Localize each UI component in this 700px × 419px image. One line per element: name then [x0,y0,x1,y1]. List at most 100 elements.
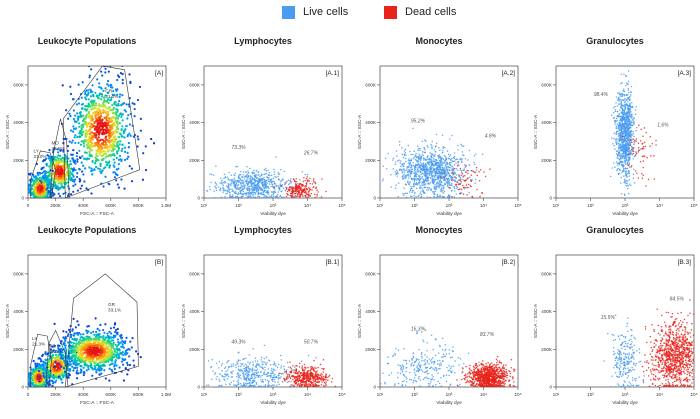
live-cell-point [230,184,232,186]
live-cell-point [441,167,443,169]
event-point [90,141,92,143]
live-cell-point [402,193,404,195]
live-cell-point [633,117,635,119]
event-point [67,157,69,159]
live-cell-point [620,116,622,118]
event-point [45,175,47,177]
live-cell-point [627,154,629,156]
event-point [99,170,101,172]
live-cell-point [451,185,453,187]
live-cell-point [440,173,442,175]
live-cell-point [449,181,451,183]
live-cell-point [453,170,455,172]
event-point [82,131,84,133]
event-point [95,62,97,64]
live-cell-point [225,193,227,195]
live-cell-point [420,187,422,189]
dead-cell-point [292,189,294,191]
live-cell-point [425,171,427,173]
live-cell-point [399,141,401,143]
live-cell-point [442,150,444,152]
dead-cell-point [478,171,480,173]
event-point [36,178,38,180]
dead-cell-point [467,178,469,180]
dead-cell-point [313,178,315,180]
dead-cell-point [640,161,642,163]
dead-cell-point [316,195,318,197]
y-axis-label: SSC-A :: SSC-A [5,303,11,338]
dead-cell-point [458,175,460,177]
live-cell-point [621,82,623,84]
y-tick-label: 600K [541,82,553,87]
live-cell-point [422,141,424,143]
live-cell-point [407,193,409,195]
dead-cell-point [302,194,304,196]
live-cell-point [257,172,259,174]
live-cell-point [615,141,617,143]
live-cell-point [613,162,615,164]
live-cell-point [635,130,637,132]
live-cell-point [613,145,615,147]
live-cell-point [626,82,628,84]
event-point [56,178,58,180]
live-cell-point [270,196,272,198]
live-cell-point [443,192,445,194]
live-cell-point [620,182,622,184]
event-point [129,165,131,167]
event-point [133,115,135,117]
live-cell-point [624,95,626,97]
event-point [78,122,80,124]
live-cell-point [400,160,402,162]
live-cell-point [620,118,622,120]
live-cell-point [618,115,620,117]
percent-annotation: 95.2% [411,119,426,125]
live-cell-point [248,193,250,195]
event-point [118,100,120,102]
event-point [123,188,125,190]
dead-cell-point [296,195,298,197]
event-point [108,140,110,142]
dead-cell-point [476,167,478,169]
event-point [67,145,69,147]
legend-label-dead: Dead cells [405,6,456,18]
live-cell-point [617,123,619,125]
event-point [80,187,82,189]
live-cell-point [618,128,620,130]
live-cell-point [410,160,412,162]
event-point [104,68,106,70]
event-point [72,139,74,141]
live-cell-point [259,196,261,198]
event-point [58,193,60,195]
live-cell-point [619,135,621,137]
live-cell-point [623,144,625,146]
event-point [69,141,71,143]
dead-cell-point [638,147,640,149]
event-point [70,193,72,195]
live-cell-point [626,99,628,101]
live-cell-point [244,184,246,186]
live-cell-point [405,158,407,160]
panel-title-a: Leukocyte Populations [0,36,174,46]
live-cell-point [624,149,626,151]
live-cell-point [241,182,243,184]
dead-cell-point [652,143,654,145]
event-point [120,129,122,131]
event-point [74,179,76,181]
live-cell-point [427,179,429,181]
event-point [104,71,106,73]
live-cell-point [631,146,633,148]
event-point [77,142,79,144]
gate-label: GR [105,88,113,93]
live-cell-point [393,158,395,160]
event-point [72,185,74,187]
event-point [88,136,90,138]
live-cell-point [444,191,446,193]
live-cell-point [629,110,631,112]
event-point [88,104,90,106]
dead-cell-point [303,190,305,192]
live-cell-point [616,116,618,118]
event-point [69,115,71,117]
live-cell-point [442,157,444,159]
y-tick-label: 0 [21,385,24,390]
live-cell-point [449,175,451,177]
